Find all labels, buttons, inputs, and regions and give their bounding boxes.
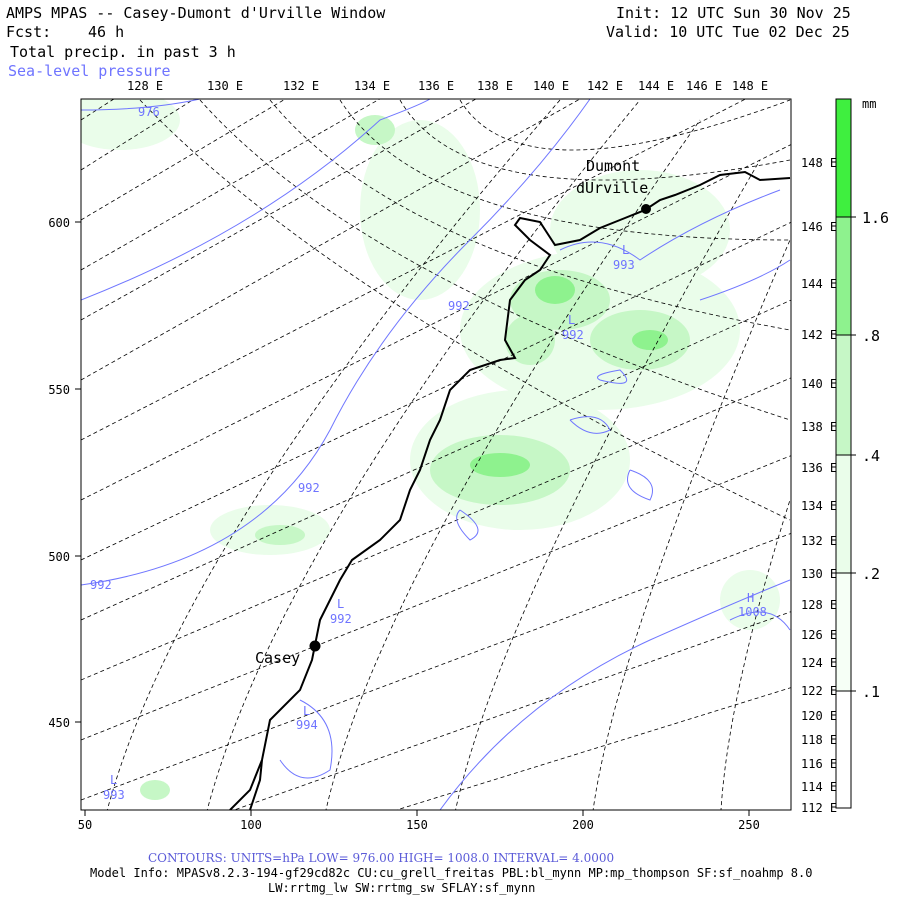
isobars [81, 99, 791, 810]
isobar-label: 992 [90, 578, 112, 592]
x-axis-ticks [84, 810, 750, 816]
colorbar-label: .1 [862, 683, 881, 701]
isobar-label: 993 [613, 258, 635, 272]
top-lon-label: 138 E [477, 79, 514, 93]
x-tick-label: 200 [572, 818, 594, 832]
top-lon-label: 146 E [686, 79, 723, 93]
casey-station-marker [309, 640, 321, 652]
isobar-label: 992 [298, 481, 320, 495]
top-lon-label: 142 E [587, 79, 624, 93]
station-label-casey: Casey [255, 649, 301, 667]
low-pressure-center: L [568, 313, 576, 327]
right-lon-label: 134 E [801, 499, 838, 513]
right-lon-label: 140 E [801, 377, 838, 391]
map-title: AMPS MPAS -- Casey-Dumont d'Urville Wind… [6, 4, 386, 22]
x-tick-label: 250 [738, 818, 760, 832]
dumont-station-marker [641, 204, 651, 214]
y-tick-label: 600 [48, 216, 70, 230]
x-tick-label: 150 [406, 818, 428, 832]
right-lon-label: 116 E [801, 757, 838, 771]
colorbar [835, 98, 856, 809]
top-lon-label: 134 E [354, 79, 391, 93]
isobar-label: 1008 [738, 605, 767, 619]
low-pressure-center: L [303, 704, 311, 718]
top-lon-label: 136 E [418, 79, 455, 93]
right-lon-label: 126 E [801, 628, 838, 642]
isobar-label: 976 [138, 105, 160, 119]
right-lon-label: 118 E [801, 733, 838, 747]
colorbar-label: .4 [862, 447, 881, 465]
model-info: Model Info: MPASv8.2.3-194-gf29cd82c CU:… [90, 866, 813, 880]
low-pressure-center: L [110, 773, 118, 787]
y-tick-label: 450 [48, 716, 70, 730]
right-lon-label: 120 E [801, 709, 838, 723]
isobar-label: 992 [330, 612, 352, 626]
low-pressure-center: L [622, 243, 630, 257]
right-lon-label: 114 E [801, 780, 838, 794]
top-lon-label: 130 E [207, 79, 244, 93]
station-label-dumont-2: dUrville [576, 179, 649, 197]
top-lon-label: 128 E [127, 79, 164, 93]
isobar-label: 992 [448, 299, 470, 313]
right-lon-label: 132 E [801, 534, 838, 548]
right-lon-label: 136 E [801, 461, 838, 475]
x-tick-label: 100 [240, 818, 262, 832]
top-lon-label: 144 E [638, 79, 675, 93]
colorbar-label: 1.6 [862, 209, 890, 227]
top-lon-label: 140 E [533, 79, 570, 93]
top-lon-label: 132 E [283, 79, 320, 93]
colorbar-unit: mm [862, 97, 877, 111]
right-lon-label: 122 E [801, 684, 838, 698]
isobar-label: 993 [103, 788, 125, 802]
latlon-grid [81, 99, 791, 810]
station-label-dumont: Dumont [586, 157, 641, 175]
isobar-label: 994 [296, 718, 318, 732]
right-lon-label: 138 E [801, 420, 838, 434]
top-lon-label: 148 E [732, 79, 769, 93]
right-lon-label: 130 E [801, 567, 838, 581]
init-time: Init: 12 UTC Sun 30 Nov 25 [616, 4, 851, 22]
isobar-label: 992 [562, 328, 584, 342]
right-lon-label: 148 E [801, 156, 838, 170]
right-lon-label: 112 E [801, 801, 838, 815]
low-pressure-center: L [337, 597, 345, 611]
right-lon-label: 128 E [801, 598, 838, 612]
right-lon-label: 146 E [801, 220, 838, 234]
right-lon-label: 124 E [801, 656, 838, 670]
y-tick-label: 550 [48, 383, 70, 397]
model-info-2: LW:rrtmg_lw SW:rrtmg_sw SFLAY:sf_mynn [268, 881, 536, 895]
field-slp: Sea-level pressure [8, 62, 171, 80]
right-lon-label: 142 E [801, 328, 838, 342]
y-tick-label: 500 [48, 550, 70, 564]
forecast-value: 46 h [88, 23, 125, 41]
y-axis-ticks [75, 221, 81, 723]
colorbar-label: .2 [862, 565, 881, 583]
valid-time: Valid: 10 UTC Tue 02 Dec 25 [606, 23, 850, 41]
forecast-label: Fcst: [6, 23, 52, 41]
x-tick-label: 50 [78, 818, 92, 832]
high-pressure-center: H [747, 591, 755, 605]
field-precip: Total precip. in past 3 h [10, 43, 236, 61]
map-frame [80, 98, 792, 811]
contours-info: CONTOURS: UNITS=hPa LOW= 976.00 HIGH= 10… [148, 851, 615, 865]
colorbar-label: .8 [862, 327, 881, 345]
right-lon-label: 144 E [801, 277, 838, 291]
